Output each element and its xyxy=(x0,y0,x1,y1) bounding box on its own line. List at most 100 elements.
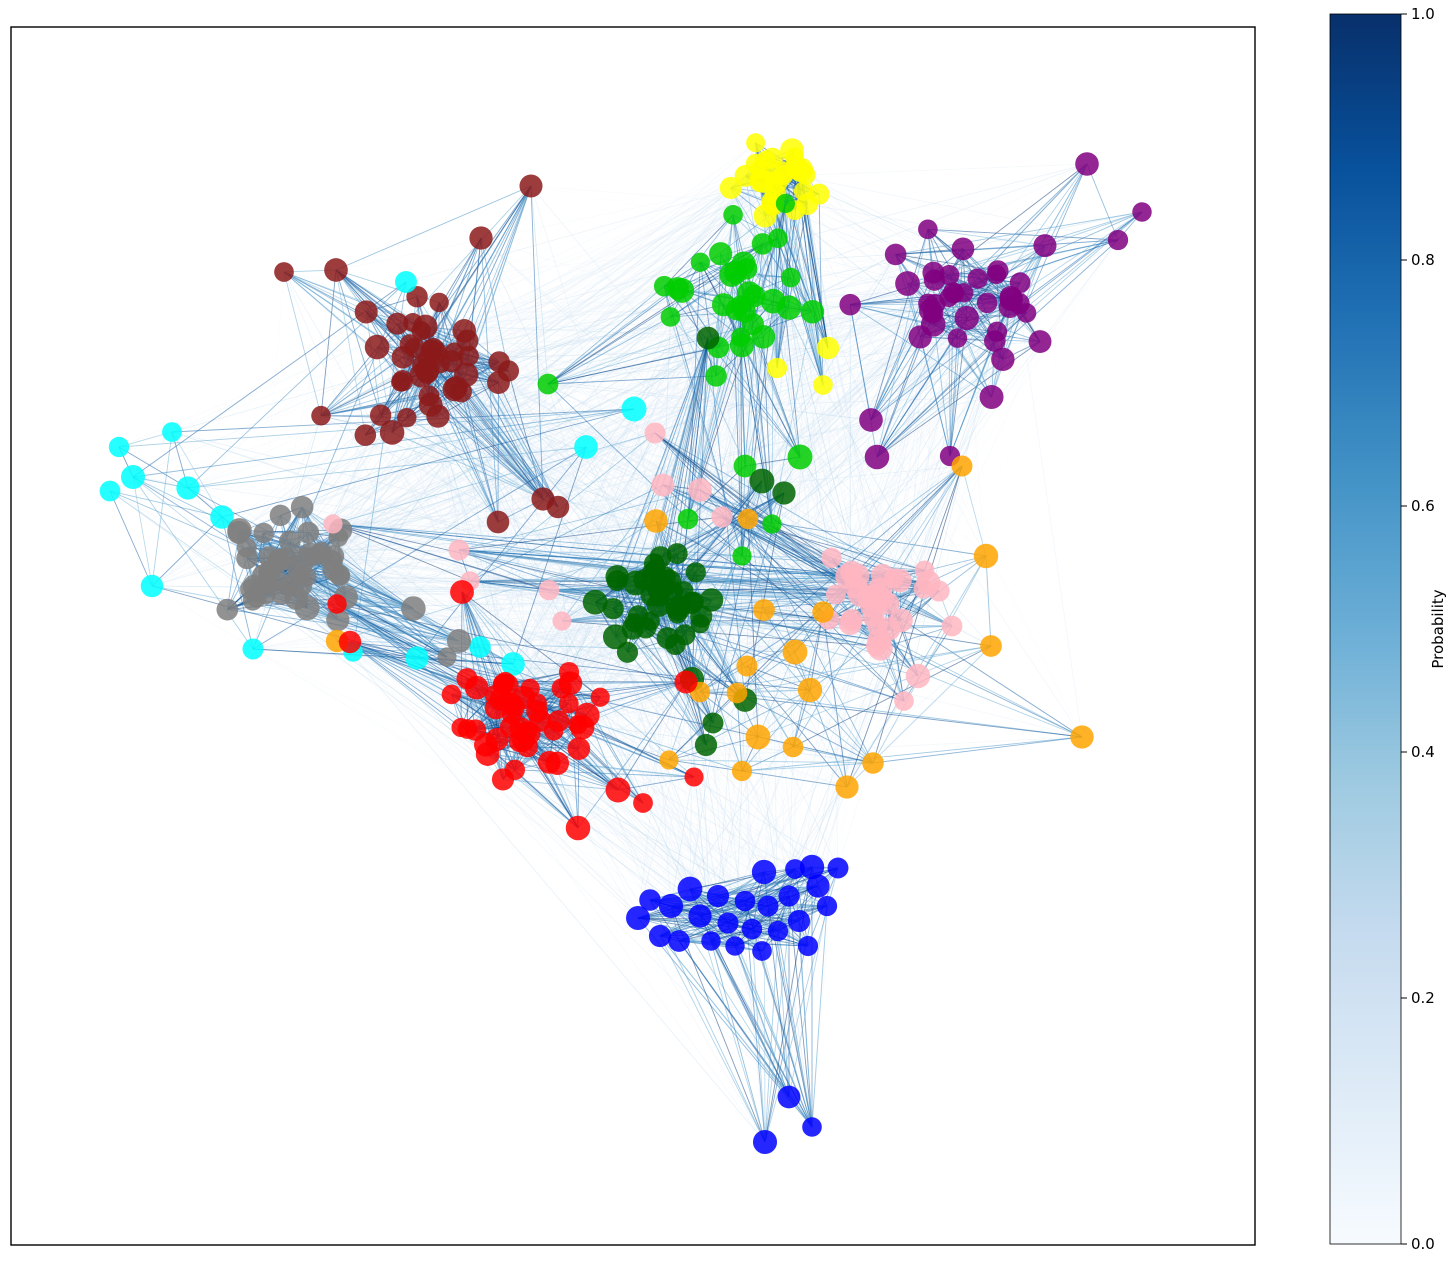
graph-node xyxy=(991,347,1015,372)
graph-node xyxy=(979,385,1004,409)
graph-node xyxy=(838,611,862,635)
graph-node xyxy=(559,693,579,714)
graph-node xyxy=(789,160,811,182)
graph-node xyxy=(418,385,440,407)
graph-node xyxy=(108,436,130,458)
colorbar-tick-label: 0.8 xyxy=(1411,251,1435,269)
graph-node xyxy=(605,564,629,589)
graph-node xyxy=(654,566,676,588)
graph-node xyxy=(469,636,491,658)
graph-node xyxy=(391,372,411,392)
graph-node xyxy=(546,495,570,519)
graph-node xyxy=(864,444,890,470)
graph-node xyxy=(677,876,703,902)
graph-node xyxy=(454,362,479,387)
colorbar-tick-label: 1.0 xyxy=(1411,5,1435,23)
graph-node xyxy=(648,924,672,948)
graph-node xyxy=(862,752,884,774)
graph-node xyxy=(731,327,751,348)
graph-node xyxy=(684,767,704,787)
graph-node xyxy=(741,918,763,940)
graph-node xyxy=(753,599,775,621)
graph-node xyxy=(504,759,526,780)
graph-node xyxy=(602,624,628,650)
graph-node xyxy=(757,895,779,917)
graph-node xyxy=(602,597,624,620)
graph-node xyxy=(475,742,500,766)
colorbar-tick-label: 0.0 xyxy=(1411,1235,1435,1253)
graph-node xyxy=(644,509,668,533)
graph-node xyxy=(446,628,472,654)
graph-node xyxy=(782,736,804,758)
graph-node xyxy=(777,1085,801,1109)
graph-node xyxy=(987,321,1008,342)
graph-node xyxy=(409,362,435,388)
graph-node xyxy=(773,165,794,185)
graph-node xyxy=(751,324,776,349)
graph-node xyxy=(756,150,776,170)
graph-node xyxy=(324,258,348,282)
graph-node xyxy=(290,495,314,519)
graph-node xyxy=(326,608,350,632)
graph-node xyxy=(665,595,691,621)
graph-node xyxy=(877,592,900,615)
graph-node xyxy=(1075,152,1099,176)
graph-node xyxy=(386,312,409,335)
graph-node xyxy=(797,935,819,957)
graph-node xyxy=(413,314,438,339)
graph-node xyxy=(787,909,811,933)
graph-node xyxy=(749,468,775,494)
graph-node xyxy=(227,518,252,543)
graph-node xyxy=(816,336,840,360)
graph-node xyxy=(574,435,598,459)
graph-node xyxy=(242,638,264,660)
graph-node xyxy=(733,454,757,478)
graph-node xyxy=(894,691,914,711)
graph-node xyxy=(488,351,510,373)
graph-node xyxy=(821,547,842,569)
graph-node xyxy=(369,404,392,426)
graph-node xyxy=(327,594,347,614)
graph-node xyxy=(448,539,470,561)
graph-node xyxy=(772,481,796,505)
graph-node xyxy=(776,295,802,320)
graph-node xyxy=(658,893,684,919)
graph-node xyxy=(905,663,931,689)
graph-node xyxy=(621,396,647,422)
graph-node xyxy=(973,543,999,569)
graph-node xyxy=(354,424,377,446)
graph-node xyxy=(404,337,426,359)
graph-node xyxy=(395,271,417,293)
graph-node xyxy=(624,613,644,633)
graph-node xyxy=(751,859,777,885)
graph-node xyxy=(486,510,510,534)
graph-node xyxy=(677,508,699,530)
graph-node xyxy=(797,677,823,703)
graph-node xyxy=(766,357,788,379)
graph-node xyxy=(437,647,457,667)
graph-node xyxy=(297,521,320,544)
graph-node xyxy=(723,205,743,225)
graph-node xyxy=(775,193,796,214)
graph-node xyxy=(717,912,739,934)
graph-node xyxy=(780,138,804,162)
graph-node xyxy=(493,673,514,695)
graph-node xyxy=(922,261,945,284)
graph-node xyxy=(452,319,477,343)
graph-node xyxy=(954,305,979,331)
graph-node xyxy=(1033,234,1057,258)
graph-node xyxy=(731,251,756,276)
graph-node xyxy=(688,904,712,928)
graph-node xyxy=(813,375,833,395)
graph-node xyxy=(582,589,608,615)
graph-node xyxy=(734,890,756,912)
graph-node xyxy=(1009,272,1031,293)
graph-node xyxy=(538,579,560,601)
graph-node xyxy=(731,760,753,782)
graph-node xyxy=(605,777,631,803)
graph-node xyxy=(827,857,849,879)
graph-node xyxy=(732,546,752,566)
graph-node xyxy=(787,444,813,470)
